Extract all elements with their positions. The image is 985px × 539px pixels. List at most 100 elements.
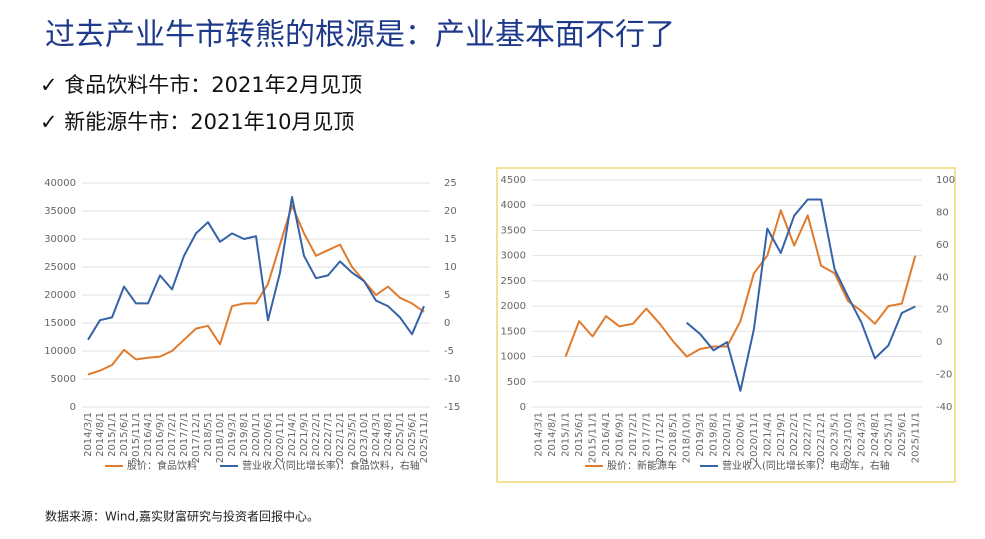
- x-tick-label: 2022/7/1: [803, 412, 814, 457]
- x-tick-label: 2020/1/1: [722, 412, 733, 457]
- x-tick-label: 2020/11/1: [275, 412, 286, 463]
- y2-tick-label: -20: [936, 370, 952, 381]
- y-tick-label: 0: [520, 402, 526, 413]
- y2-tick-label: 5: [444, 290, 450, 301]
- y2-tick-label: -10: [444, 374, 460, 385]
- x-tick-label: 2024/8/1: [870, 412, 881, 457]
- x-tick-label: 2022/2/1: [789, 412, 800, 457]
- x-tick-label: 2016/4/1: [143, 412, 154, 457]
- x-tick-label: 2015/1/1: [107, 412, 118, 457]
- x-tick-label: 2014/3/1: [534, 412, 545, 457]
- x-tick-label: 2022/2/1: [311, 412, 322, 457]
- x-tick-label: 2016/9/1: [614, 412, 625, 457]
- y-tick-label: 500: [507, 377, 526, 388]
- x-tick-label: 2016/9/1: [155, 412, 166, 457]
- source-note: 数据来源：Wind,嘉实财富研究与投资者回报中心。: [45, 509, 319, 524]
- x-tick-label: 2017/2/1: [628, 412, 639, 457]
- y-tick-label: 4000: [501, 200, 526, 211]
- x-tick-label: 2021/9/1: [299, 412, 310, 457]
- y-tick-label: 2500: [501, 276, 526, 287]
- x-tick-label: 2021/9/1: [776, 412, 787, 457]
- x-tick-label: 2017/12/1: [655, 412, 666, 463]
- bullet: ✓ 食品饮料牛市：2021年2月见顶: [40, 73, 362, 97]
- x-tick-label: 2022/7/1: [323, 412, 334, 457]
- x-tick-label: 2025/1/1: [395, 412, 406, 457]
- x-tick-label: 2020/6/1: [263, 412, 274, 457]
- y2-tick-label: 0: [936, 337, 942, 348]
- x-tick-label: 2025/11/1: [419, 412, 430, 463]
- x-tick-label: 2015/1/1: [561, 412, 572, 457]
- x-tick-label: 2017/2/1: [167, 412, 178, 457]
- x-tick-label: 2023/10/1: [843, 412, 854, 463]
- bullet: ✓ 新能源牛市：2021年10月见顶: [40, 110, 354, 134]
- y2-tick-label: 80: [936, 207, 949, 218]
- series-line: [87, 204, 425, 376]
- y2-tick-label: 60: [936, 240, 949, 251]
- x-tick-label: 2021/4/1: [762, 412, 773, 457]
- x-tick-label: 2017/12/1: [191, 412, 202, 463]
- x-tick-label: 2019/8/1: [709, 412, 720, 457]
- y-tick-label: 1500: [501, 326, 526, 337]
- x-tick-label: 2024/3/1: [371, 412, 382, 457]
- x-tick-label: 2023/10/1: [359, 412, 370, 463]
- x-tick-label: 2025/11/1: [910, 412, 921, 463]
- y2-tick-label: 40: [936, 272, 949, 283]
- y-tick-label: 20000: [44, 290, 76, 301]
- y-tick-label: 1000: [501, 352, 526, 363]
- y2-tick-label: 15: [444, 234, 457, 245]
- y2-tick-label: 100: [936, 175, 955, 186]
- x-tick-label: 2018/10/1: [682, 412, 693, 463]
- y2-tick-label: 20: [444, 206, 457, 217]
- y-tick-label: 30000: [44, 234, 76, 245]
- y2-tick-label: -15: [444, 402, 460, 413]
- x-tick-label: 2014/8/1: [95, 412, 106, 457]
- x-tick-label: 2021/4/1: [287, 412, 298, 457]
- y2-tick-label: 10: [444, 262, 457, 273]
- y-tick-label: 40000: [44, 178, 76, 189]
- slide-title: 过去产业牛市转熊的根源是：产业基本面不行了: [45, 18, 675, 53]
- x-tick-label: 2018/5/1: [203, 412, 214, 457]
- legend-label: 股价：新能源车: [607, 459, 677, 472]
- x-tick-label: 2022/12/1: [335, 412, 346, 463]
- y-tick-label: 0: [70, 402, 76, 413]
- y-tick-label: 2000: [501, 301, 526, 312]
- y2-tick-label: -40: [936, 402, 952, 413]
- y2-tick-label: 0: [444, 318, 450, 329]
- x-tick-label: 2024/3/1: [856, 412, 867, 457]
- y-tick-label: 3000: [501, 251, 526, 262]
- chart-frame: [496, 167, 956, 483]
- x-tick-label: 2019/3/1: [695, 412, 706, 457]
- series-line: [564, 209, 917, 358]
- y-tick-label: 3500: [501, 225, 526, 236]
- y-tick-label: 4500: [501, 175, 526, 186]
- x-tick-label: 2025/6/1: [897, 412, 908, 457]
- y-tick-label: 5000: [51, 374, 76, 385]
- y2-tick-label: -5: [444, 346, 454, 357]
- y2-tick-label: 25: [444, 178, 457, 189]
- y-tick-label: 35000: [44, 206, 76, 217]
- series-line: [686, 198, 916, 392]
- legend-label: 营业收入(同比增长率)：食品饮料，右轴: [242, 459, 420, 472]
- x-tick-label: 2020/1/1: [251, 412, 262, 457]
- x-tick-label: 2023/5/1: [347, 412, 358, 457]
- x-tick-label: 2019/3/1: [227, 412, 238, 457]
- x-tick-label: 2018/5/1: [668, 412, 679, 457]
- y-tick-label: 15000: [44, 318, 76, 329]
- x-tick-label: 2018/10/1: [215, 412, 226, 463]
- x-tick-label: 2022/12/1: [816, 412, 827, 463]
- y-tick-label: 10000: [44, 346, 76, 357]
- x-tick-label: 2020/11/1: [749, 412, 760, 463]
- x-tick-label: 2024/8/1: [383, 412, 394, 457]
- y2-tick-label: 20: [936, 305, 949, 316]
- x-tick-label: 2016/4/1: [601, 412, 612, 457]
- x-tick-label: 2017/7/1: [179, 412, 190, 457]
- x-tick-label: 2025/1/1: [883, 412, 894, 457]
- legend-label: 营业收入(同比增长率)：电动车，右轴: [722, 459, 890, 472]
- x-tick-label: 2014/3/1: [83, 412, 94, 457]
- x-tick-label: 2015/11/1: [131, 412, 142, 463]
- x-tick-label: 2025/6/1: [407, 412, 418, 457]
- x-tick-label: 2015/6/1: [119, 412, 130, 457]
- legend-label: 股价：食品饮料: [127, 459, 197, 472]
